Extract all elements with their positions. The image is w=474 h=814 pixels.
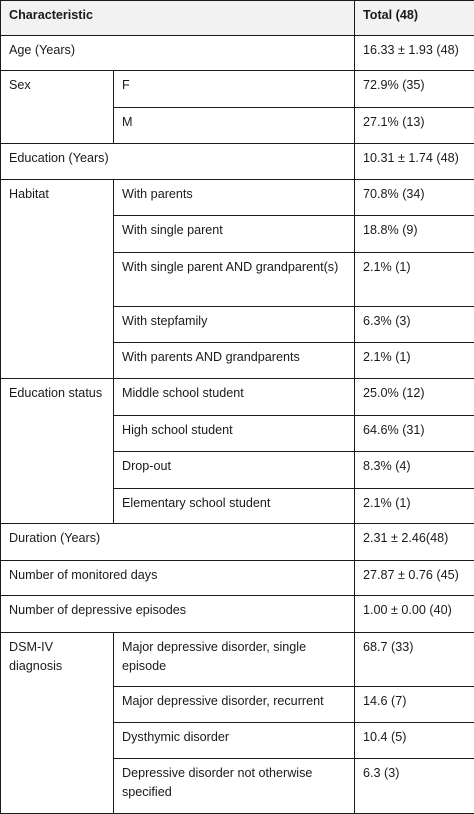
row-label: Middle school student	[113, 377, 355, 416]
header-total: Total (48)	[354, 0, 474, 36]
row-value: 16.33 ± 1.93 (48)	[354, 34, 474, 72]
row-value: 10.31 ± 1.74 (48)	[354, 143, 474, 180]
row-value: 2.1% (1)	[354, 342, 474, 379]
row-label: M	[113, 106, 355, 145]
table-row: M 27.1% (13)	[1, 106, 474, 145]
row-label: Number of monitored days	[0, 559, 355, 597]
row-label: F	[113, 70, 355, 108]
row-value: 6.3 (3)	[354, 758, 474, 814]
header-characteristic: Characteristic	[0, 0, 355, 36]
row-value: 2.1% (1)	[354, 487, 474, 525]
table-row: Dysthymic disorder 10.4 (5)	[1, 722, 474, 759]
row-value: 18.8% (9)	[354, 215, 474, 253]
row-value: 1.00 ± 0.00 (40)	[354, 595, 474, 633]
row-label: Number of depressive episodes	[0, 595, 355, 633]
table-row: With stepfamily 6.3% (3)	[1, 305, 474, 344]
table-row: Depressive disorder not otherwise specif…	[1, 758, 474, 814]
row-value: 27.1% (13)	[354, 106, 474, 145]
table-row: With parents AND grandparents 2.1% (1)	[1, 342, 474, 379]
header-row: Characteristic Total (48)	[0, 0, 474, 36]
table-row: Drop-out 8.3% (4)	[1, 451, 474, 489]
row-value: 6.3% (3)	[354, 305, 474, 344]
row-value: 70.8% (34)	[354, 178, 474, 217]
group-label: Sex	[0, 70, 114, 145]
row-value: 68.7 (33)	[354, 632, 474, 687]
row-value: 25.0% (12)	[354, 377, 474, 416]
row-value: 2.1% (1)	[354, 251, 474, 307]
row-value: 8.3% (4)	[354, 451, 474, 489]
row-label: Depressive disorder not otherwise specif…	[113, 758, 355, 814]
table-row: High school student 64.6% (31)	[1, 414, 474, 453]
row-value: 2.31 ± 2.46(48)	[354, 523, 474, 561]
row-label: With parents	[113, 178, 355, 217]
table-row: Number of monitored days 27.87 ± 0.76 (4…	[0, 559, 474, 597]
row-label: High school student	[113, 414, 355, 453]
table-row: DSM-IV diagnosis Major depressive disord…	[0, 632, 474, 814]
row-label: Duration (Years)	[0, 523, 355, 561]
table-row: Number of depressive episodes 1.00 ± 0.0…	[0, 595, 474, 633]
row-label: With single parent AND grandparent(s)	[113, 251, 355, 307]
row-label: With single parent	[113, 215, 355, 253]
row-value: 10.4 (5)	[354, 722, 474, 759]
group-label: Education status	[0, 377, 114, 525]
table-row: Major depressive disorder, recurrent 14.…	[1, 685, 474, 724]
row-label: With stepfamily	[113, 305, 355, 344]
row-value: 27.87 ± 0.76 (45)	[354, 559, 474, 597]
table-row: Education (Years) 10.31 ± 1.74 (48)	[0, 143, 474, 180]
group-label: DSM-IV diagnosis	[0, 632, 114, 814]
group-label: Habitat	[0, 178, 114, 379]
row-label: With parents AND grandparents	[113, 342, 355, 379]
table-row: With single parent AND grandparent(s) 2.…	[1, 251, 474, 307]
row-label: Age (Years)	[0, 34, 355, 72]
row-value: 72.9% (35)	[354, 70, 474, 108]
row-label: Dysthymic disorder	[113, 722, 355, 759]
table-row: Duration (Years) 2.31 ± 2.46(48)	[0, 523, 474, 561]
row-label: Major depressive disorder, recurrent	[113, 685, 355, 724]
row-value: 14.6 (7)	[354, 685, 474, 724]
table-row: Sex F 72.9% (35)	[0, 70, 474, 145]
row-label: Elementary school student	[113, 487, 355, 525]
row-value: 64.6% (31)	[354, 414, 474, 453]
table-row: Age (Years) 16.33 ± 1.93 (48)	[0, 34, 474, 72]
table-row: Education status Middle school student 2…	[0, 377, 474, 525]
row-label: Major depressive disorder, single episod…	[113, 632, 355, 687]
row-label: Drop-out	[113, 451, 355, 489]
table-row: Habitat With parents 70.8% (34)	[0, 178, 474, 379]
row-label: Education (Years)	[0, 143, 355, 180]
